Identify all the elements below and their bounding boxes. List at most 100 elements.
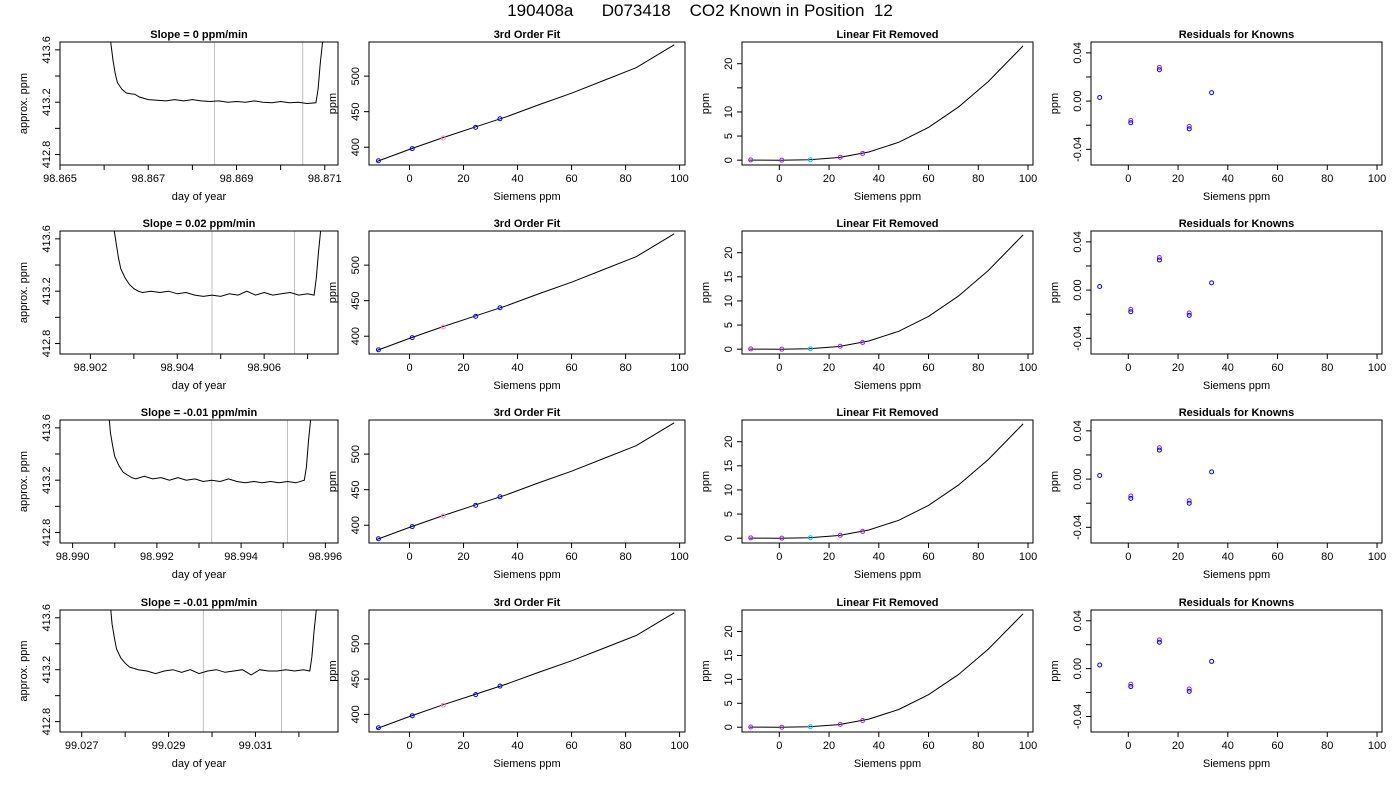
x-tick-label: 20 — [823, 740, 835, 752]
y-tick-label: 0.04 — [1072, 42, 1084, 63]
y-tick-label: 0 — [723, 346, 735, 352]
x-tick-label: 80 — [619, 740, 631, 752]
panel-10: 3rd Order Fit 0 20 40 60 80 100 400 450 500 Siemen… — [327, 407, 689, 581]
data-point — [497, 494, 503, 500]
data-point — [473, 502, 479, 508]
y-tick-label: 15 — [723, 460, 735, 472]
plot-area — [1097, 445, 1215, 506]
y-tick-label: 413.6 — [41, 225, 53, 253]
y-tick-label: 400 — [350, 705, 362, 723]
y-tick-label: 0.00 — [1072, 90, 1084, 111]
x-tick-label: 98.996 — [309, 551, 343, 563]
x-tick-label: 60 — [565, 173, 577, 185]
data-point — [409, 713, 415, 719]
y-axis-label: ppm — [327, 471, 339, 492]
data-point — [473, 124, 479, 130]
x-axis-label: day of year — [172, 191, 227, 203]
data-point — [779, 535, 785, 541]
x-tick-label: 99.027 — [65, 740, 99, 752]
x-axis-label: Siemens ppm — [1203, 380, 1270, 392]
x-tick-label: 99.031 — [239, 740, 273, 752]
data-point — [748, 535, 754, 541]
x-axis-label: day of year — [172, 569, 227, 581]
plot-area — [1097, 637, 1215, 694]
x-tick-label: 98.869 — [220, 173, 254, 185]
panel-13: Slope = -0.01 ppm/min 99.027 99.029 99.031 4… — [18, 597, 339, 770]
y-tick-label: 15 — [723, 649, 735, 661]
plot-frame — [741, 419, 1034, 544]
y-tick-label: 5 — [723, 700, 735, 706]
panel-3: Linear Fit Removed 0 20 40 60 80 100 0 5 10 20 Siem… — [700, 29, 1037, 203]
panel-7: Linear Fit Removed 0 20 40 60 80 100 0 5 10 15 20 Si… — [700, 218, 1037, 392]
panel-title: Residuals for Knowns — [1179, 597, 1295, 609]
data-point — [837, 721, 843, 727]
x-axis-label: Siemens ppm — [493, 758, 560, 770]
panel-16: Residuals for Knowns 0 20 40 60 80 100 -0.04 0.0… — [1049, 597, 1386, 770]
y-tick-label: 413.6 — [41, 414, 53, 442]
data-point — [1186, 312, 1192, 318]
x-tick-label: 0 — [406, 173, 412, 185]
y-tick-label: 10 — [723, 295, 735, 307]
x-tick-label: 40 — [1222, 551, 1234, 563]
y-tick-label: 400 — [350, 516, 362, 534]
data-point — [860, 718, 866, 724]
panel-14: 3rd Order Fit 0 20 40 60 80 100 400 450 500 Siemen… — [327, 597, 689, 770]
data-point — [440, 513, 446, 519]
data-point — [1128, 684, 1134, 690]
x-tick-label: 40 — [511, 551, 523, 563]
data-point — [779, 724, 785, 730]
plot-frame — [741, 609, 1034, 733]
data-point — [440, 702, 446, 708]
panel-title: Slope = 0 ppm/min — [150, 29, 248, 41]
x-tick-label: 98.990 — [56, 551, 90, 563]
x-tick-label: 0 — [776, 551, 782, 563]
x-axis-label: Siemens ppm — [1203, 569, 1270, 581]
plot-frame — [368, 41, 686, 166]
y-tick-label: 20 — [723, 436, 735, 448]
data-point — [837, 532, 843, 538]
data-point — [409, 335, 415, 341]
x-tick-label: 100 — [1368, 362, 1386, 374]
y-tick-label: 413.6 — [41, 36, 53, 64]
data-point — [1156, 67, 1162, 73]
y-tick-label: 412.8 — [41, 141, 53, 169]
data-point — [837, 343, 843, 349]
panel-6: 3rd Order Fit 0 20 40 60 80 100 400 450 500 Siemen… — [327, 218, 689, 392]
x-tick-label: 0 — [1125, 173, 1131, 185]
y-tick-label: 0 — [723, 535, 735, 541]
y-tick-label: -0.04 — [1072, 326, 1084, 351]
plot-frame — [368, 609, 686, 733]
x-tick-label: 100 — [1019, 551, 1037, 563]
data-point — [1097, 662, 1103, 668]
x-tick-label: 20 — [457, 362, 469, 374]
data-point — [440, 324, 446, 330]
x-tick-label: 100 — [670, 173, 688, 185]
plot-frame — [741, 230, 1034, 355]
x-tick-label: 100 — [1019, 740, 1037, 752]
data-point — [1156, 639, 1162, 645]
y-tick-label: 413.2 — [41, 656, 53, 684]
y-tick-label: 412.8 — [41, 519, 53, 547]
x-tick-label: 60 — [1271, 551, 1283, 563]
plot-frame — [1090, 419, 1383, 544]
x-tick-label: 20 — [1172, 740, 1184, 752]
plot-frame — [59, 419, 339, 544]
y-tick-label: 413.2 — [41, 88, 53, 116]
panel-5: Slope = 0.02 ppm/min 98.902 98.904 98.906 41… — [18, 218, 339, 392]
panel-title: 3rd Order Fit — [494, 407, 561, 419]
plot-area — [110, 42, 324, 105]
data-point — [860, 339, 866, 345]
data-point — [497, 683, 503, 689]
x-tick-label: 20 — [1172, 173, 1184, 185]
panel-title: Linear Fit Removed — [836, 597, 938, 609]
figure-title: 190408a D073418 CO2 Known in Position 12 — [507, 1, 893, 20]
x-tick-label: 80 — [619, 173, 631, 185]
data-point — [1186, 310, 1192, 316]
x-axis-label: Siemens ppm — [493, 380, 560, 392]
y-tick-label: 412.8 — [41, 708, 53, 736]
data-point — [1128, 117, 1134, 123]
data-point — [1186, 500, 1192, 506]
x-tick-label: 0 — [406, 740, 412, 752]
y-tick-label: 0.04 — [1072, 420, 1084, 441]
x-tick-label: 60 — [1271, 173, 1283, 185]
